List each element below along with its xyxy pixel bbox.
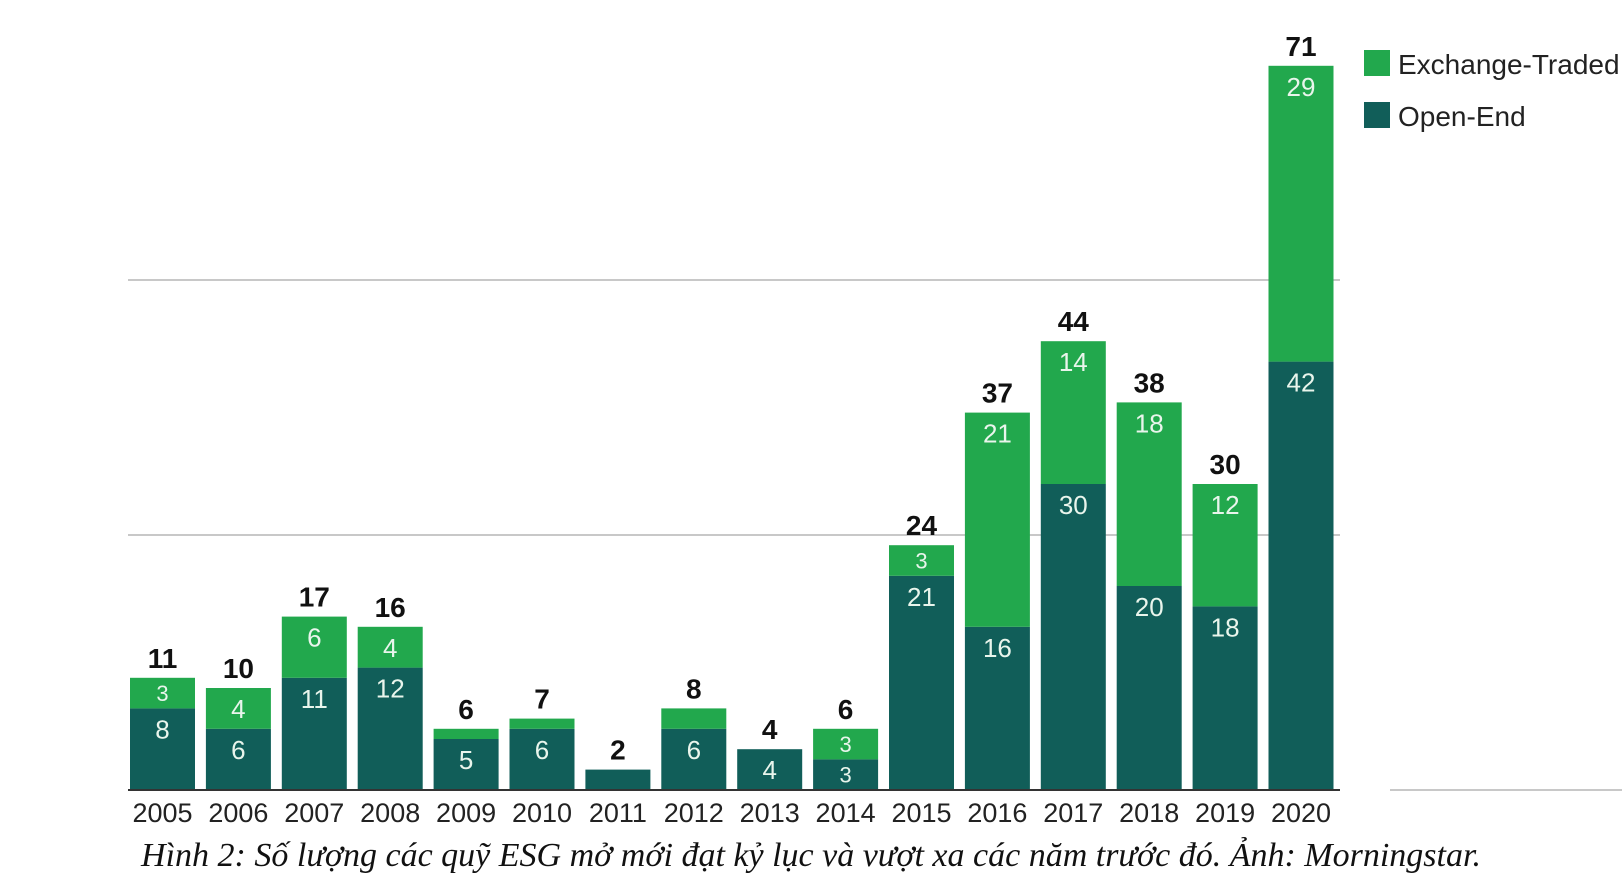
bar-open-end-2009 xyxy=(433,739,499,790)
data-label-exchange-traded-2005: 3 xyxy=(156,681,168,706)
data-label-open-end-2020: 42 xyxy=(1287,368,1316,398)
data-label-exchange-traded-2019: 12 xyxy=(1211,490,1240,520)
data-label-open-end-2008: 12 xyxy=(376,674,405,704)
bar-open-end-2020 xyxy=(1268,361,1334,790)
total-label-2020: 71 xyxy=(1285,31,1316,62)
bar-open-end-2012 xyxy=(661,728,727,790)
data-label-open-end-2010: 6 xyxy=(535,735,549,765)
total-label-2007: 17 xyxy=(299,582,330,613)
bar-exchange-traded-2016 xyxy=(964,412,1030,627)
bar-open-end-2018 xyxy=(1116,586,1182,790)
bar-open-end-2010 xyxy=(509,728,575,790)
data-label-exchange-traded-2015: 3 xyxy=(915,549,927,574)
bar-exchange-traded-2006 xyxy=(205,688,271,729)
data-label-exchange-traded-2017: 14 xyxy=(1059,347,1088,377)
data-label-open-end-2007: 11 xyxy=(301,684,328,714)
x-tick-2014: 2014 xyxy=(816,798,876,828)
bar-open-end-2006 xyxy=(205,728,271,790)
data-label-open-end-2015: 21 xyxy=(907,582,936,612)
x-tick-2018: 2018 xyxy=(1119,798,1179,828)
data-label-open-end-2014: 3 xyxy=(839,763,851,788)
bar-exchange-traded-2007 xyxy=(281,616,347,678)
bar-open-end-2011 xyxy=(585,769,651,790)
bar-open-end-2019 xyxy=(1192,606,1258,790)
total-label-2011: 2 xyxy=(610,735,626,766)
total-label-2005: 11 xyxy=(148,643,178,674)
data-label-open-end-2006: 6 xyxy=(231,735,245,765)
data-label-exchange-traded-2008: 4 xyxy=(383,633,397,663)
data-label-open-end-2016: 16 xyxy=(983,633,1012,663)
bar-open-end-2007 xyxy=(281,677,347,790)
data-label-open-end-2012: 6 xyxy=(687,735,701,765)
total-label-2012: 8 xyxy=(686,673,702,704)
x-tick-2015: 2015 xyxy=(891,798,951,828)
total-label-2008: 16 xyxy=(375,592,406,623)
bar-exchange-traded-2008 xyxy=(357,626,423,668)
legend-swatch-open-end xyxy=(1364,102,1390,128)
total-label-2010: 7 xyxy=(534,684,550,715)
bar-exchange-traded-2018 xyxy=(1116,402,1182,586)
x-tick-2011: 2011 xyxy=(589,798,647,828)
data-label-open-end-2013: 4 xyxy=(762,755,776,785)
total-label-2014: 6 xyxy=(838,694,854,725)
total-label-2015: 24 xyxy=(906,510,938,541)
bar-open-end-2017 xyxy=(1040,484,1106,790)
x-tick-2012: 2012 xyxy=(664,798,724,828)
data-label-exchange-traded-2006: 4 xyxy=(231,694,245,724)
bar-exchange-traded-2017 xyxy=(1040,341,1106,484)
x-tick-2013: 2013 xyxy=(740,798,800,828)
x-tick-2010: 2010 xyxy=(512,798,572,828)
figure-caption: Hình 2: Số lượng các quỹ ESG mở mới đạt … xyxy=(141,837,1481,874)
total-label-2016: 37 xyxy=(982,378,1013,409)
bar-open-end-2015 xyxy=(889,575,954,790)
data-label-open-end-2019: 18 xyxy=(1211,612,1240,642)
legend-label-exchange-traded: Exchange-Traded xyxy=(1398,49,1620,80)
data-label-exchange-traded-2016: 21 xyxy=(983,419,1012,449)
data-label-open-end-2018: 20 xyxy=(1135,592,1164,622)
bar-open-end-2013 xyxy=(737,749,803,790)
data-label-open-end-2005: 8 xyxy=(155,714,169,744)
legend-swatch-exchange-traded xyxy=(1364,50,1390,76)
bar-open-end-2014 xyxy=(813,759,879,790)
bar-open-end-2005 xyxy=(130,708,195,790)
total-label-2017: 44 xyxy=(1058,306,1090,337)
bar-exchange-traded-2015 xyxy=(889,545,954,576)
total-label-2013: 4 xyxy=(762,714,778,745)
bar-exchange-traded-2020 xyxy=(1268,65,1334,362)
x-tick-2006: 2006 xyxy=(208,798,268,828)
bar-exchange-traded-2012 xyxy=(661,708,727,729)
data-label-exchange-traded-2014: 3 xyxy=(839,732,851,757)
bar-open-end-2016 xyxy=(964,626,1030,790)
bar-exchange-traded-2005 xyxy=(130,677,195,709)
bar-exchange-traded-2009 xyxy=(433,728,499,739)
x-tick-2019: 2019 xyxy=(1195,798,1255,828)
x-tick-2020: 2020 xyxy=(1271,798,1331,828)
bar-exchange-traded-2010 xyxy=(509,718,575,729)
total-label-2018: 38 xyxy=(1134,367,1165,398)
data-label-exchange-traded-2018: 18 xyxy=(1135,408,1164,438)
x-tick-2008: 2008 xyxy=(360,798,420,828)
total-label-2009: 6 xyxy=(458,694,474,725)
bar-open-end-2008 xyxy=(357,667,423,790)
data-label-open-end-2009: 5 xyxy=(459,745,473,775)
x-tick-2007: 2007 xyxy=(284,798,344,828)
total-label-2006: 10 xyxy=(223,653,254,684)
bar-exchange-traded-2014 xyxy=(813,728,879,760)
x-tick-2016: 2016 xyxy=(967,798,1027,828)
x-tick-2009: 2009 xyxy=(436,798,496,828)
x-tick-2005: 2005 xyxy=(132,798,192,828)
data-label-exchange-traded-2007: 6 xyxy=(307,623,321,653)
total-label-2019: 30 xyxy=(1210,449,1241,480)
data-label-open-end-2017: 30 xyxy=(1059,490,1088,520)
data-label-exchange-traded-2020: 29 xyxy=(1287,72,1316,102)
legend-label-open-end: Open-End xyxy=(1398,101,1526,132)
bar-exchange-traded-2019 xyxy=(1192,484,1258,607)
x-tick-2017: 2017 xyxy=(1043,798,1103,828)
